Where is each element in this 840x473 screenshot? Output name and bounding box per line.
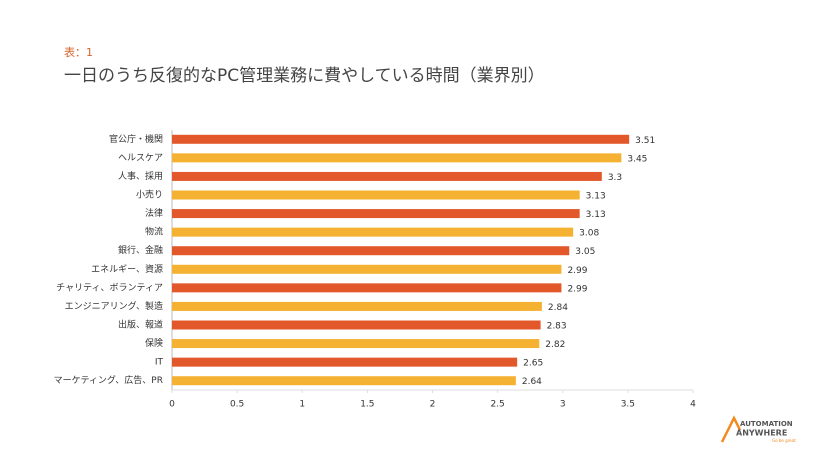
logo-text: AUTOMATION (740, 420, 793, 428)
bar (172, 320, 541, 330)
bar (172, 209, 580, 219)
bar (172, 283, 562, 293)
logo-mark (720, 415, 742, 443)
bar (172, 339, 540, 349)
value-label: 2.82 (545, 340, 565, 350)
bar (172, 357, 518, 367)
y-tick-label: ヘルスケア (118, 152, 163, 163)
y-tick-label: 小売り (136, 189, 163, 201)
value-label: 3.3 (608, 173, 622, 183)
value-label: 3.13 (586, 192, 606, 202)
y-tick-label: 保険 (145, 337, 163, 349)
value-label: 2.99 (567, 266, 587, 276)
y-tick-label: 物流 (145, 226, 163, 238)
value-label: 3.45 (627, 154, 647, 164)
value-label: 2.84 (548, 303, 568, 313)
y-tick-label: 官公庁・機関 (109, 133, 163, 145)
bar (172, 246, 570, 256)
bar (172, 190, 580, 200)
bar (172, 264, 562, 274)
logo-tagline: Go be great. (772, 438, 797, 443)
x-tick-label: 4 (690, 400, 696, 410)
x-tick-label: 3.5 (621, 400, 635, 410)
bar (172, 134, 630, 144)
value-label: 3.08 (579, 229, 599, 239)
y-tick-label: エネルギー、資源 (91, 263, 163, 275)
y-tick-label: エンジニアリング、製造 (65, 300, 163, 312)
chart-label: 表：1 (64, 45, 93, 59)
y-tick-label: 法律 (145, 207, 163, 219)
bar (172, 301, 542, 311)
y-tick-label: マーケティング、広告、PR (54, 374, 163, 386)
bar (172, 153, 622, 163)
y-tick-label: 人事、採用 (118, 170, 163, 182)
bar (172, 376, 516, 386)
x-tick-label: 0.5 (230, 400, 244, 410)
y-tick-label: 銀行、金融 (118, 244, 163, 256)
value-label: 2.64 (522, 377, 542, 387)
x-tick-label: 2.5 (490, 400, 504, 410)
bar (172, 227, 574, 237)
value-label: 3.13 (586, 210, 606, 220)
y-tick-label: IT (155, 358, 164, 368)
value-label: 3.51 (635, 136, 655, 146)
y-tick-label: チャリティ、ボランティア (56, 282, 163, 293)
x-tick-label: 2 (430, 400, 436, 410)
y-tick-label: 出版、報道 (118, 319, 163, 331)
x-tick-label: 3 (560, 400, 566, 410)
chart-title: 一日のうち反復的なPC管理業務に費やしている時間（業界別） (64, 66, 545, 86)
x-tick-label: 1 (299, 400, 305, 410)
value-label: 2.83 (547, 322, 567, 332)
value-label: 3.05 (575, 247, 595, 257)
logo-text: ANYWHERE (736, 429, 787, 438)
logo: AUTOMATION ANYWHERE Go be great. (720, 415, 797, 443)
value-label: 2.65 (523, 359, 543, 369)
value-label: 2.99 (567, 284, 587, 294)
x-tick-label: 1.5 (360, 400, 374, 410)
x-tick-label: 0 (169, 400, 175, 410)
bar (172, 171, 602, 181)
